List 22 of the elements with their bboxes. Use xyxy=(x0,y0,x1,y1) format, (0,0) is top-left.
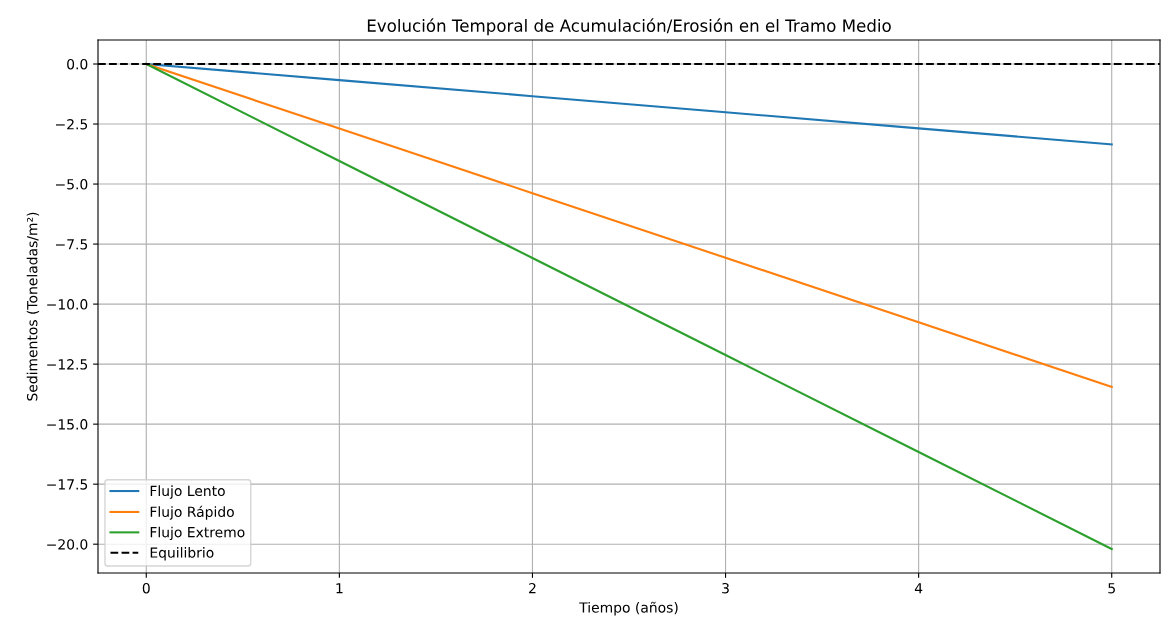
x-tick-label: 0 xyxy=(142,582,150,594)
y-tick-label: −17.5 xyxy=(47,479,88,490)
legend-label: Flujo Extremo xyxy=(150,526,245,541)
legend-label: Flujo Lento xyxy=(150,485,225,499)
y-tick-label: −7.5 xyxy=(56,239,88,250)
chart-title: Evolución Temporal de Acumulación/Erosión en el Tramo Medio xyxy=(367,18,891,36)
y-tick-label: 0.0 xyxy=(67,58,88,70)
x-tick-label: 4 xyxy=(914,583,923,594)
x-tick-label: 2 xyxy=(529,582,536,594)
x-tick-label: 3 xyxy=(722,582,729,594)
x-tick-label: 5 xyxy=(1108,583,1115,594)
y-tick-label: −5.0 xyxy=(56,179,88,190)
y-tick-label: −12.5 xyxy=(47,359,88,370)
x-tick-label: 1 xyxy=(336,583,343,594)
y-axis-title: Sedimentos (Toneladas/m²) xyxy=(26,212,40,401)
y-tick-label: −10.0 xyxy=(47,299,88,310)
y-tick-label: −2.5 xyxy=(56,119,88,130)
legend-label: Equilibrio xyxy=(150,547,214,561)
y-tick-label: −15.0 xyxy=(47,419,88,430)
y-tick-label: −20.0 xyxy=(47,539,88,550)
x-axis-title: Tiempo (años) xyxy=(579,601,678,616)
legend-label: Flujo Rápido xyxy=(150,505,234,520)
